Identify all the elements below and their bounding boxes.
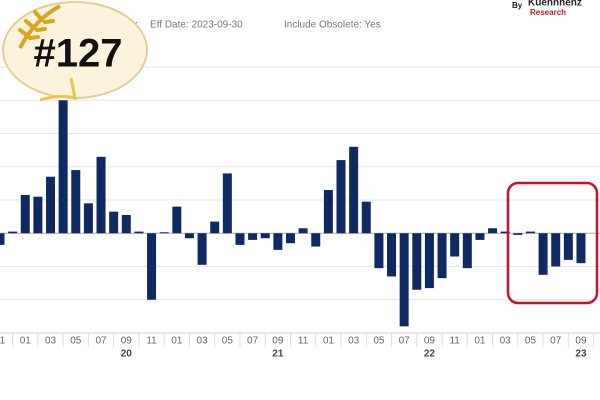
x-tick-label: 07 xyxy=(95,336,107,347)
bar xyxy=(71,170,81,234)
bar xyxy=(222,173,232,234)
bar xyxy=(46,176,56,234)
x-tick-label: 05 xyxy=(373,336,385,347)
x-tick-label: 03 xyxy=(348,336,360,347)
x-tick-label: 07 xyxy=(247,336,259,347)
bar xyxy=(184,233,194,239)
bar xyxy=(273,233,283,250)
bar xyxy=(235,233,245,245)
x-year-label: 20 xyxy=(121,349,133,360)
logo: By Kuehnhenz Research xyxy=(512,0,582,17)
x-tick-label: 09 xyxy=(272,336,284,347)
x-tick-label: 01 xyxy=(323,336,335,347)
bar xyxy=(538,233,548,275)
bar xyxy=(576,233,586,264)
bar xyxy=(298,228,308,234)
bar xyxy=(563,233,573,260)
x-year-label: 22 xyxy=(424,349,436,360)
bar xyxy=(437,233,447,279)
x-tick-label: 11 xyxy=(0,336,6,347)
bar xyxy=(551,233,561,267)
bar xyxy=(0,233,5,245)
bar xyxy=(424,233,434,289)
bar xyxy=(323,190,333,234)
bar xyxy=(159,232,169,234)
x-tick-label: 03 xyxy=(197,336,209,347)
x-tick-label: 01 xyxy=(171,336,183,347)
bar xyxy=(361,201,371,234)
x-tick-label: 05 xyxy=(525,336,537,347)
bar xyxy=(349,146,359,234)
x-tick-label: 09 xyxy=(575,336,587,347)
logo-by: By xyxy=(512,1,523,10)
badge-pin xyxy=(39,77,77,102)
wheat-grains xyxy=(18,10,55,40)
bar xyxy=(33,196,43,234)
bar xyxy=(121,214,131,234)
bar xyxy=(83,203,93,234)
bar xyxy=(58,100,68,234)
x-tick-label: 11 xyxy=(449,336,460,347)
x-year-label: 21 xyxy=(272,349,284,360)
bar xyxy=(374,233,384,269)
bar xyxy=(488,228,498,234)
wheat-icon xyxy=(18,4,61,49)
bar xyxy=(399,233,409,327)
plot-area: 11 01 03 05 07 09 20 11 01 03 05 07 09 21 11 01 03 05 07 09… xyxy=(0,66,600,360)
bar xyxy=(96,156,106,234)
bar xyxy=(462,233,472,269)
x-tick-label: 11 xyxy=(146,336,157,347)
bar xyxy=(8,231,18,234)
bar xyxy=(336,160,346,234)
x-tick-label: 01 xyxy=(474,336,486,347)
bar xyxy=(285,233,295,244)
bar xyxy=(475,233,485,240)
bar xyxy=(197,233,207,265)
bar xyxy=(450,233,460,257)
x-tick-label: 03 xyxy=(500,336,512,347)
x-tick-label: 05 xyxy=(222,336,234,347)
highlight-box xyxy=(506,181,599,305)
filter: Eff Date: 2023-09-30 xyxy=(150,20,243,31)
filter: Include Obsolete: Yes xyxy=(284,20,381,31)
bar xyxy=(172,206,182,234)
bar xyxy=(260,233,270,239)
bar xyxy=(311,233,321,247)
bar xyxy=(210,221,220,234)
bar xyxy=(248,233,258,240)
x-tick-label: 11 xyxy=(298,336,309,347)
x-tick-label: 09 xyxy=(424,336,436,347)
bar xyxy=(412,233,422,290)
x-tick-label: 07 xyxy=(399,336,411,347)
x-tick-label: 05 xyxy=(70,336,82,347)
bar xyxy=(500,231,510,234)
x-tick-label: 09 xyxy=(121,336,133,347)
logo-sub: Research xyxy=(530,8,566,17)
bar xyxy=(387,233,397,277)
x-year-label: 23 xyxy=(575,349,587,360)
bar xyxy=(147,233,157,300)
x-tick-label: 07 xyxy=(550,336,562,347)
x-tick-label: 03 xyxy=(45,336,57,347)
bar xyxy=(513,233,523,235)
bar xyxy=(109,211,119,234)
bar xyxy=(525,231,535,234)
bar xyxy=(20,195,30,234)
bar xyxy=(134,231,144,234)
logo-name: Kuehnhenz xyxy=(528,0,582,9)
badge: #127 xyxy=(2,1,148,102)
badge-label: #127 xyxy=(34,32,123,76)
x-tick-label: 01 xyxy=(20,336,32,347)
